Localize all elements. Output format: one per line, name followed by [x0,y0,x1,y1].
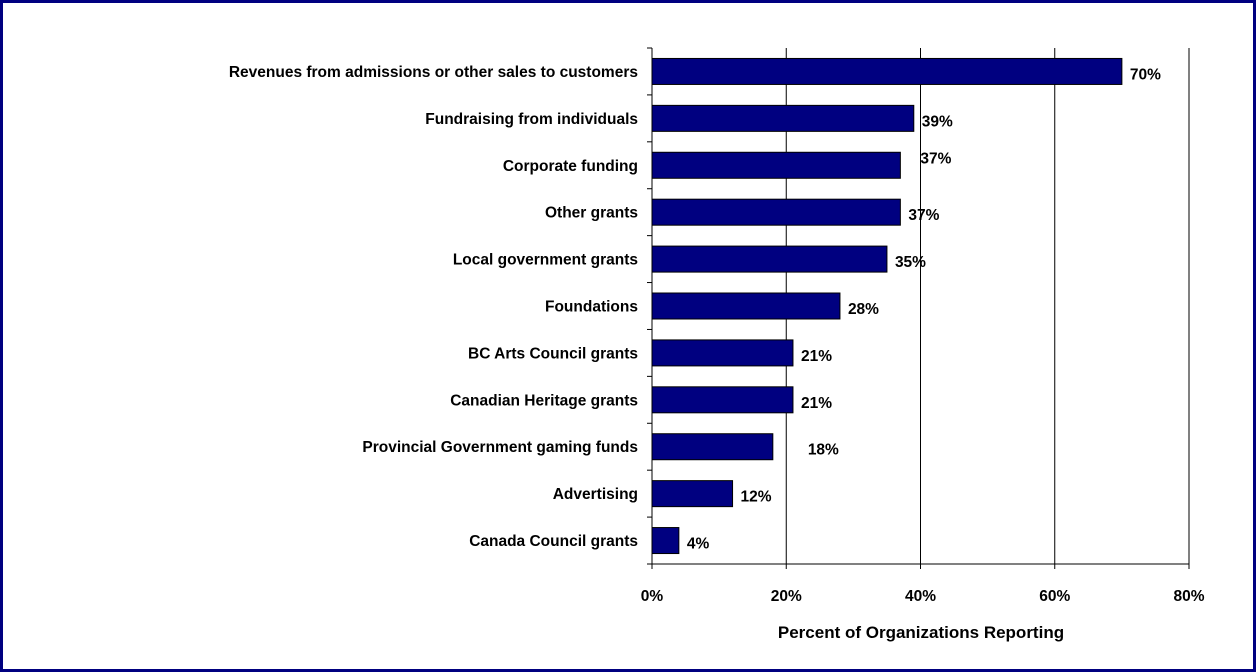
bar [651,480,734,508]
bar [651,292,841,320]
category-label: Revenues from admissions or other sales … [229,64,638,81]
bar [651,198,901,226]
category-label: Local government grants [453,252,638,269]
x-tick-label: 40% [905,588,936,605]
bar [651,57,1123,85]
category-label: Provincial Government gaming funds [362,439,638,456]
category-label: BC Arts Council grants [468,345,638,362]
data-label: 18% [808,442,839,459]
data-label: 37% [908,207,939,224]
data-label: 37% [920,150,951,167]
data-label: 39% [922,113,953,130]
data-label: 21% [801,395,832,412]
category-label: Other grants [545,205,638,222]
x-tick-label: 60% [1039,588,1070,605]
data-label: 21% [801,348,832,365]
category-label: Foundations [545,299,638,316]
data-label: 70% [1130,66,1161,83]
data-label: 35% [895,254,926,271]
bar [651,151,901,179]
category-label: Canada Council grants [469,533,638,550]
x-tick-label: 80% [1173,588,1204,605]
x-axis-title: Percent of Organizations Reporting [778,623,1064,642]
data-label: 12% [741,489,772,506]
bar [651,433,774,461]
data-label: 4% [687,536,710,553]
x-tick-label: 0% [641,588,664,605]
bar [651,104,915,132]
axes [647,47,1190,569]
bars [651,57,1123,555]
x-tick-label: 20% [771,588,802,605]
labels: Revenues from admissions or other sales … [229,64,1205,605]
category-label: Advertising [553,486,638,503]
bar [651,386,794,414]
bar [651,527,680,555]
category-label: Fundraising from individuals [425,111,638,128]
bar [651,339,794,367]
category-label: Canadian Heritage grants [450,392,638,409]
category-label: Corporate funding [503,158,638,175]
bar [651,245,888,273]
data-label: 28% [848,301,879,318]
